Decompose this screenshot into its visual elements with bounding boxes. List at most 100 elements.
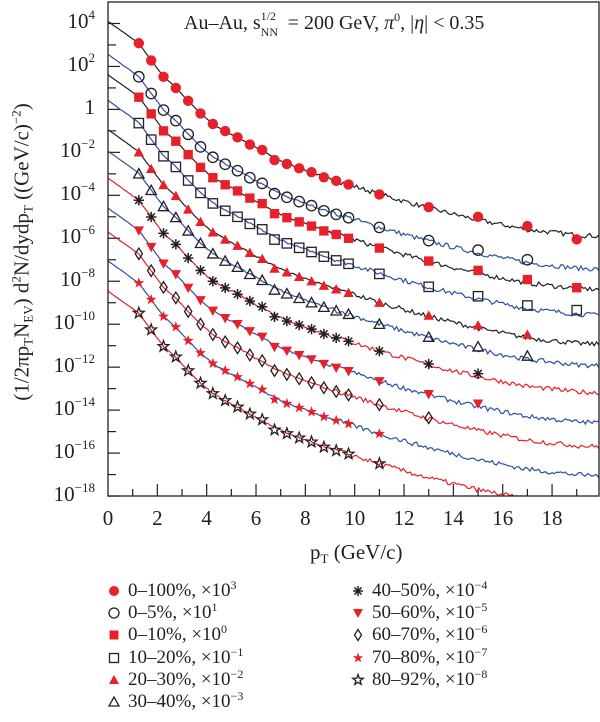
model-curve: [108, 129, 599, 347]
data-point: [232, 211, 243, 223]
data-point: [373, 221, 386, 234]
data-point: [522, 220, 533, 232]
ylabel-sup: −2: [8, 110, 24, 125]
data-point: [374, 397, 384, 412]
data-point: [306, 355, 317, 365]
ylabel-part: (1/2π: [9, 356, 34, 401]
circle-open-icon: [108, 607, 120, 619]
data-point: [330, 175, 342, 187]
data-point: [182, 95, 194, 107]
data-point: [231, 260, 244, 273]
y-tick-base: 10: [53, 310, 75, 335]
data-point: [132, 167, 146, 179]
legend-marker-icon: [353, 586, 363, 596]
data-point: [183, 304, 193, 319]
data-point: [257, 198, 267, 209]
data-point: [230, 399, 245, 414]
y-tick-base: 10: [60, 181, 82, 206]
data-point: [243, 267, 257, 280]
data-point: [342, 307, 355, 320]
data-point: [195, 108, 206, 119]
legend-label: 10–20%, ×10: [128, 646, 231, 668]
triangle-down-filled-icon: [353, 609, 363, 619]
star-filled-icon: [352, 652, 364, 662]
data-point: [145, 293, 157, 305]
data-point: [318, 204, 330, 217]
y-tick-exp: 4: [88, 7, 96, 23]
data-point: [423, 201, 434, 213]
y-tick-label: 10−14: [54, 395, 95, 419]
data-point: [293, 163, 305, 174]
data-point: [522, 300, 533, 311]
data-point: [157, 200, 170, 212]
ylabel-part: ) d: [9, 282, 34, 306]
data-point: [343, 418, 354, 429]
data-point: [207, 357, 219, 368]
data-point: [170, 190, 182, 201]
y-tick-base: 10: [60, 267, 82, 292]
data-point: [217, 392, 233, 407]
data-point: [196, 317, 205, 332]
data-point: [134, 246, 144, 261]
data-point: [219, 314, 231, 324]
ylabel-part: ((GeV/c): [9, 124, 34, 206]
legend-item: 50–60%, ×10−5: [353, 600, 488, 624]
data-point: [293, 242, 305, 254]
data-point: [330, 208, 343, 221]
ylabel-part: p: [9, 345, 34, 357]
legend-exp: −2: [230, 666, 244, 681]
data-point: [146, 109, 156, 119]
data-point: [472, 399, 484, 409]
data-point: [245, 348, 255, 362]
data-point: [256, 177, 269, 190]
data-point: [521, 253, 534, 266]
data-point: [207, 306, 219, 317]
data-point: [293, 195, 306, 208]
legend-label: 60–70%, ×10: [372, 624, 475, 646]
legend-label: 50–60%, ×10: [372, 602, 475, 624]
data-point: [244, 247, 256, 257]
data-point: [156, 338, 171, 353]
data-point: [306, 406, 317, 417]
data-point: [374, 268, 385, 280]
data-markers: [131, 38, 583, 470]
data-point: [343, 258, 354, 270]
legend-marker-icon: [109, 674, 119, 684]
data-point: [206, 247, 220, 259]
annotation-sup: 1/2: [260, 9, 277, 23]
legend-marker-icon: [350, 672, 366, 686]
legend-marker-icon: [107, 695, 121, 707]
ylabel-sub: T: [20, 337, 36, 346]
legend-marker-icon: [108, 652, 120, 663]
data-point: [330, 255, 342, 266]
y-tick-exp: −6: [81, 222, 95, 238]
data-point: [279, 425, 295, 440]
legend-label: 80–92%, ×10: [372, 668, 475, 690]
data-point: [330, 363, 342, 374]
data-point: [143, 322, 159, 336]
data-point: [244, 139, 256, 150]
data-point: [242, 406, 258, 421]
data-point: [281, 238, 293, 249]
y-tick-exp: −4: [81, 179, 95, 195]
xlabel-part: p: [310, 540, 321, 564]
model-curve: [108, 20, 599, 239]
data-point: [473, 265, 483, 276]
annotation-text: | < 0.35: [424, 12, 485, 34]
y-tick-exp: −12: [74, 351, 95, 367]
y-tick-exp: −10: [74, 308, 95, 324]
annotation-pi: π: [384, 12, 395, 34]
data-point: [220, 180, 230, 190]
data-point: [374, 377, 385, 387]
data-point: [245, 193, 255, 203]
y-tick-label: 10−2: [60, 137, 95, 161]
data-point: [256, 144, 268, 156]
data-point: [169, 210, 183, 223]
data-point: [307, 375, 316, 390]
data-point: [294, 371, 304, 386]
y-tick-label: 10−4: [60, 180, 95, 206]
legend-exp: −5: [474, 600, 488, 615]
xlabel-sub: T: [320, 551, 329, 566]
data-point: [194, 141, 207, 153]
data-point: [220, 334, 230, 349]
